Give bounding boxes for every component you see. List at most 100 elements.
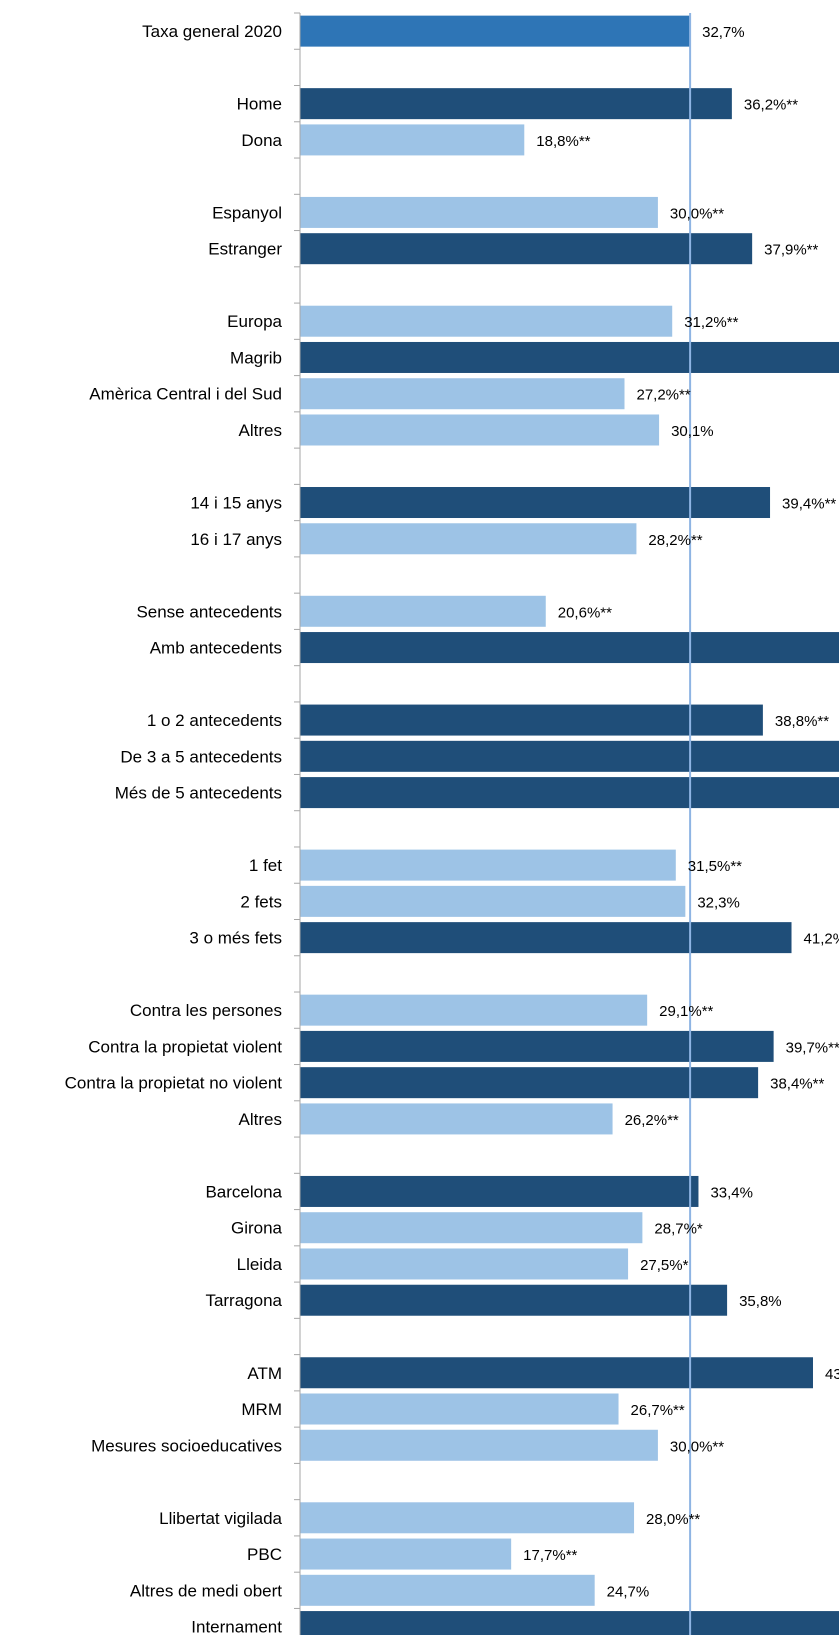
bar <box>300 124 525 156</box>
bar <box>300 1212 643 1244</box>
category-label: De 3 a 5 antecedents <box>120 747 282 766</box>
bar <box>300 849 676 881</box>
category-label: Barcelona <box>205 1182 282 1201</box>
data-label: 38,8%** <box>775 713 829 730</box>
data-label: 35,8% <box>739 1293 782 1310</box>
bar <box>300 1067 759 1099</box>
data-label: 26,2%** <box>625 1112 679 1129</box>
data-label: 27,5%* <box>640 1257 689 1274</box>
category-label: Mesures socioeducatives <box>91 1436 282 1455</box>
bar <box>300 1175 699 1207</box>
category-label: Lleida <box>237 1255 283 1274</box>
category-label: Contra la propietat no violent <box>65 1074 283 1093</box>
data-label: 43,0%** <box>825 1366 839 1383</box>
data-label: 36,2%** <box>744 97 798 114</box>
category-labels: Taxa general 2020 Home Dona Espanyol Estrang… <box>65 22 283 1635</box>
data-label: 29,1%** <box>659 1003 713 1020</box>
category-label: MRM <box>241 1400 282 1419</box>
category-label: 1 o 2 antecedents <box>147 711 282 730</box>
data-label: 32,7% <box>702 24 745 41</box>
bar <box>300 196 658 228</box>
data-label: 27,2%** <box>636 387 690 404</box>
bar <box>300 1248 629 1280</box>
category-label: Llibertat vigilada <box>159 1509 282 1528</box>
category-axis-ticks <box>294 12 300 1609</box>
category-label: 3 o més fets <box>189 929 282 948</box>
category-label: Sense antecedents <box>136 602 282 621</box>
bars <box>300 15 839 1635</box>
bar <box>300 1574 595 1606</box>
category-label: Taxa general 2020 <box>142 22 282 41</box>
data-label: 28,0%** <box>646 1511 700 1528</box>
data-label: 30,1% <box>671 423 714 440</box>
category-label: Contra les persones <box>130 1001 282 1020</box>
category-label: Més de 5 antecedents <box>115 784 282 803</box>
category-label: 1 fet <box>249 856 282 875</box>
data-label: 24,7% <box>607 1583 650 1600</box>
bar <box>300 487 771 519</box>
data-label: 32,3% <box>697 894 740 911</box>
data-label: 17,7%** <box>523 1547 577 1564</box>
category-label: PBC <box>247 1545 282 1564</box>
data-label: 28,2%** <box>648 532 702 549</box>
bar <box>300 1030 774 1062</box>
category-label: 16 i 17 anys <box>190 530 282 549</box>
category-label: ATM <box>247 1364 282 1383</box>
data-label: 26,7%** <box>631 1402 685 1419</box>
category-label: Amèrica Central i del Sud <box>89 385 282 404</box>
category-label: 14 i 15 anys <box>190 494 282 513</box>
bar <box>300 740 839 772</box>
bar <box>300 378 625 410</box>
data-label: 31,2%** <box>684 314 738 331</box>
bar <box>300 88 732 120</box>
bar <box>300 1284 728 1316</box>
data-label: 39,7%** <box>786 1039 839 1056</box>
bar <box>300 922 792 954</box>
bar <box>300 305 673 337</box>
data-label: 31,5%** <box>688 858 742 875</box>
data-label: 18,8%** <box>536 133 590 150</box>
bar <box>300 1103 613 1135</box>
bar <box>300 1538 512 1570</box>
data-label: 39,4%** <box>782 496 836 513</box>
category-label: Girona <box>231 1219 283 1238</box>
category-label: Dona <box>241 131 282 150</box>
bar <box>300 1393 619 1425</box>
bar <box>300 233 753 265</box>
data-label: 20,6%** <box>558 604 612 621</box>
bar <box>300 885 686 917</box>
data-label: 37,9%** <box>764 242 818 259</box>
data-label: 30,0%** <box>670 205 724 222</box>
category-label: 2 fets <box>240 892 282 911</box>
data-label: 33,4% <box>710 1184 753 1201</box>
bar <box>300 704 763 736</box>
bar <box>300 632 839 664</box>
data-label: 41,2%** <box>804 931 839 948</box>
bar <box>300 777 839 809</box>
bar <box>300 523 637 555</box>
bar <box>300 414 660 446</box>
category-label: Amb antecedents <box>150 639 282 658</box>
category-label: Europa <box>227 312 282 331</box>
bar <box>300 1502 635 1534</box>
data-label: 38,4%** <box>770 1076 824 1093</box>
bar <box>300 1357 813 1389</box>
category-label: Espanyol <box>212 203 282 222</box>
category-label: Altres <box>239 1110 282 1129</box>
bar <box>300 595 546 627</box>
value-labels: 32,7% 36,2%** 18,8%** 30,0%** 37,9%** 31,2%**… <box>523 24 839 1600</box>
bar <box>300 15 691 47</box>
category-label: Contra la propietat violent <box>88 1037 282 1056</box>
category-label: Estranger <box>208 240 282 259</box>
category-label: Altres <box>239 421 282 440</box>
data-label: 30,0%** <box>670 1438 724 1455</box>
category-label: Magrib <box>230 348 282 367</box>
bar <box>300 994 648 1026</box>
category-label: Tarragona <box>205 1291 282 1310</box>
bar <box>300 1429 658 1461</box>
category-label: Internament <box>191 1618 282 1635</box>
category-label: Home <box>237 95 282 114</box>
bar <box>300 341 839 373</box>
data-label: 28,7%* <box>654 1221 703 1238</box>
